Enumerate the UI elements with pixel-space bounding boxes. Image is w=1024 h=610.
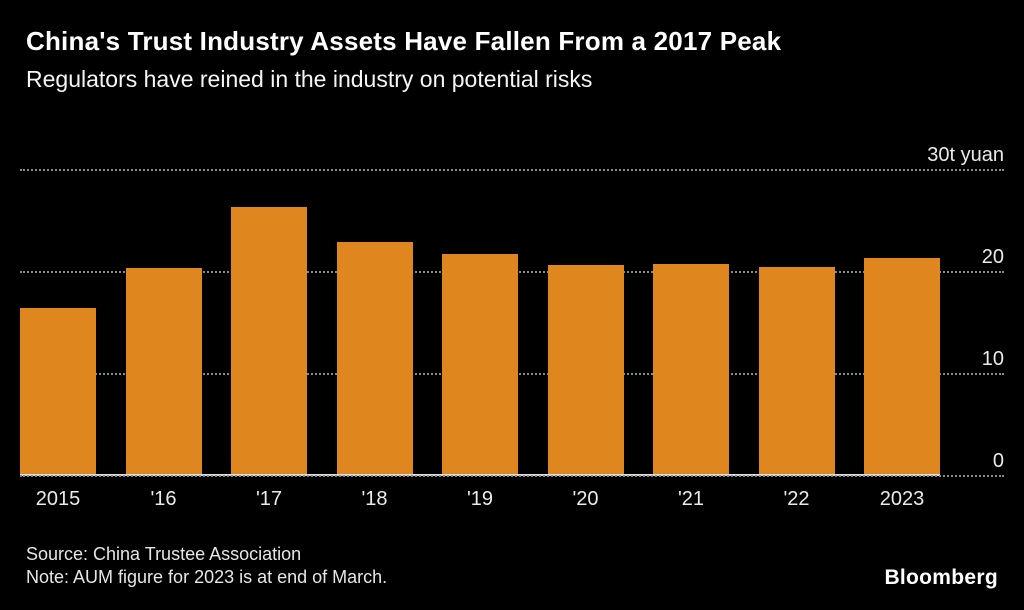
y-axis-label: 30t yuan — [927, 144, 1004, 166]
bar — [547, 264, 624, 474]
gridline — [20, 169, 1004, 171]
x-axis-label: '22 — [783, 488, 810, 510]
x-axis-label: '21 — [677, 488, 705, 510]
source-note: Source: China Trustee Association — [26, 544, 302, 564]
x-axis-label: '18 — [361, 488, 388, 510]
bar — [864, 257, 940, 474]
x-axis-label: 2023 — [879, 488, 925, 510]
bloomberg-logo: Bloomberg — [884, 566, 998, 589]
gridline — [20, 475, 1004, 477]
y-axis-label: 10 — [981, 348, 1004, 370]
bar — [231, 206, 307, 474]
aum-note: Note: AUM figure for 2023 is at end of M… — [26, 567, 388, 587]
x-axis-label: '17 — [255, 488, 283, 510]
bar — [442, 253, 518, 474]
x-axis-label: '19 — [466, 488, 494, 510]
chart-title: China's Trust Industry Assets Have Falle… — [26, 26, 782, 56]
bar — [758, 266, 835, 474]
y-axis-label: 0 — [992, 450, 1004, 472]
chart-footer: Source: China Trustee Association Note: … — [26, 543, 387, 589]
x-axis-label: '16 — [150, 488, 177, 510]
bar — [336, 242, 413, 474]
x-axis-label: '20 — [572, 488, 599, 510]
bar-chart: 0 10 20 30t yuan 2015 '16 '17 '18 '19 '20 '21 '22 20… — [20, 144, 1004, 510]
x-axis-label: 2015 — [35, 488, 81, 510]
bar — [125, 267, 202, 474]
bar — [653, 263, 729, 474]
bar — [20, 307, 96, 474]
y-axis-label: 20 — [981, 246, 1004, 268]
chart-subtitle: Regulators have reined in the industry o… — [26, 66, 593, 92]
